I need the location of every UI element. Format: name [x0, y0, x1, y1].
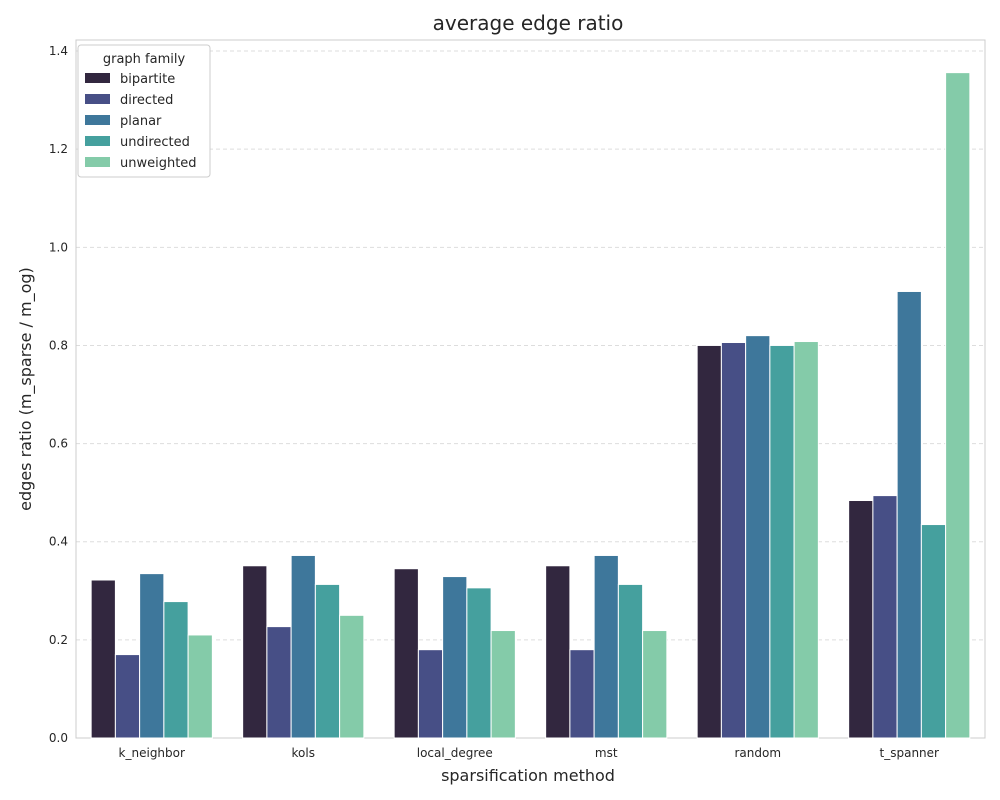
bar-k_neighbor-unweighted — [187, 634, 213, 739]
legend-items: bipartite directed planar undirected unweigh… — [85, 72, 197, 171]
bar-mst-bipartite — [545, 565, 571, 739]
y-tick-label: 0.8 — [49, 338, 68, 352]
bar-random-unweighted — [793, 341, 819, 739]
bar-k_neighbor-bipartite — [90, 579, 116, 739]
legend-label-unweighted: unweighted — [120, 156, 197, 171]
x-ticks: k_neighbor kols local_degree mst random t_spa… — [119, 746, 939, 760]
y-ticks: 0.0 0.2 0.4 0.6 0.8 1.0 1.2 1.4 — [49, 44, 68, 745]
x-tick-label: mst — [595, 746, 618, 760]
bar-mst-directed — [569, 649, 595, 739]
legend-label-planar: planar — [120, 114, 162, 129]
bar-kols-bipartite — [242, 565, 268, 739]
bar-t_spanner-bipartite — [848, 500, 874, 739]
legend-swatch-directed — [85, 94, 110, 104]
y-tick-label: 1.4 — [49, 44, 68, 58]
x-tick-label: local_degree — [417, 746, 493, 760]
legend-swatch-bipartite — [85, 73, 110, 83]
bar-kols-unweighted — [339, 614, 365, 739]
y-tick-label: 0.4 — [49, 535, 68, 549]
bar-mst-undirected — [617, 583, 644, 739]
y-tick-label: 0.6 — [49, 437, 68, 451]
legend-swatch-undirected — [85, 136, 110, 146]
bar-local_degree-planar — [442, 576, 468, 739]
grid — [76, 50, 985, 641]
legend-label-directed: directed — [120, 93, 173, 108]
legend-label-undirected: undirected — [120, 135, 190, 150]
x-tick-label: k_neighbor — [119, 746, 185, 760]
legend-swatch-unweighted — [85, 157, 110, 167]
bar-t_spanner-directed — [872, 495, 898, 739]
x-tick-label: kols — [292, 746, 315, 760]
y-tick-label: 1.2 — [49, 142, 68, 156]
bar-random-planar — [745, 335, 771, 739]
legend-swatch-planar — [85, 115, 110, 125]
x-tick-label: t_spanner — [880, 746, 940, 760]
bar-mst-unweighted — [642, 630, 668, 739]
bar-t_spanner-planar — [896, 290, 922, 739]
bar-local_degree-directed — [417, 649, 444, 739]
bar-t_spanner-unweighted — [945, 72, 971, 739]
bar-k_neighbor-directed — [114, 654, 141, 739]
y-tick-label: 0.2 — [49, 633, 68, 647]
chart-title: average edge ratio — [433, 11, 624, 35]
legend: graph family bipartite directed planar undi… — [77, 44, 211, 178]
y-tick-label: 1.0 — [49, 240, 68, 254]
bar-kols-directed — [266, 626, 292, 739]
bar-random-undirected — [769, 344, 795, 739]
bar-random-directed — [720, 342, 747, 739]
bar-k_neighbor-planar — [139, 573, 165, 739]
plot-frame — [75, 39, 986, 739]
bar-kols-undirected — [314, 583, 341, 739]
y-tick-label: 0.0 — [49, 731, 68, 745]
legend-box — [77, 44, 211, 178]
legend-label-bipartite: bipartite — [120, 72, 175, 87]
bars — [90, 72, 971, 739]
bar-t_spanner-undirected — [920, 524, 947, 739]
x-tick-label: random — [734, 746, 781, 760]
bar-local_degree-unweighted — [490, 630, 516, 739]
legend-title: graph family — [103, 52, 186, 67]
bar-kols-planar — [290, 554, 316, 739]
bar-local_degree-undirected — [466, 587, 492, 739]
y-axis-label: edges ratio (m_sparse / m_og) — [16, 267, 36, 511]
bar-random-bipartite — [696, 344, 722, 739]
bar-local_degree-bipartite — [393, 568, 419, 739]
x-axis-label: sparsification method — [441, 766, 615, 785]
bar-mst-planar — [593, 554, 619, 739]
bar-k_neighbor-undirected — [163, 601, 189, 739]
